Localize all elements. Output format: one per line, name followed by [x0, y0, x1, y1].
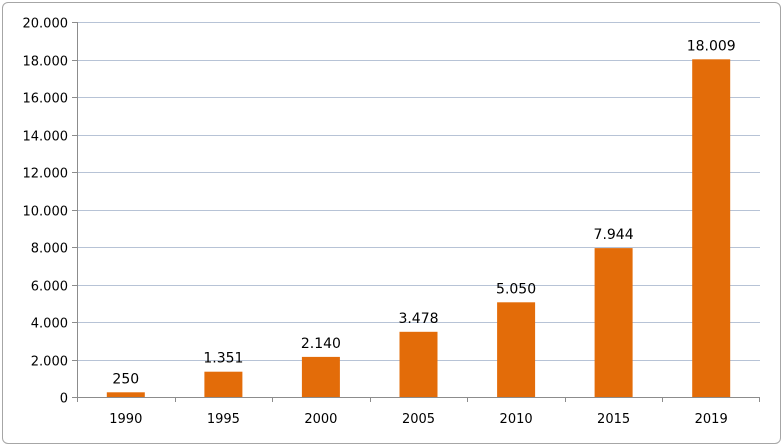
bar — [594, 248, 633, 397]
y-tick-label: 16.000 — [23, 92, 69, 107]
axes — [72, 22, 760, 402]
bar — [399, 331, 438, 397]
y-tick-label: 10.000 — [23, 205, 69, 220]
data-label: 1.351 — [203, 351, 243, 367]
bar — [301, 356, 340, 397]
bar — [692, 59, 731, 398]
y-axis-tick-labels: 0 2.000 4.000 6.000 8.000 10.000 12.000 14.000 1… — [23, 17, 69, 407]
x-tick-label: 2000 — [304, 412, 337, 427]
data-label: 2.140 — [301, 336, 341, 352]
data-label: 5.050 — [496, 281, 536, 297]
gridlines — [77, 22, 760, 361]
data-label: 250 — [112, 371, 139, 387]
y-tick-label: 18.000 — [23, 55, 69, 70]
y-tick-label: 0 — [60, 392, 68, 407]
x-tick-label: 2010 — [500, 412, 533, 427]
y-tick-label: 12.000 — [23, 167, 69, 182]
y-tick-label: 2.000 — [31, 355, 68, 370]
y-tick-label: 14.000 — [23, 130, 69, 145]
data-label: 3.478 — [398, 311, 438, 327]
x-tick-label: 1995 — [207, 412, 240, 427]
data-labels: 250 1.351 2.140 3.478 5.050 7.944 18.009 — [112, 38, 735, 387]
bar — [497, 302, 536, 397]
y-tick-label: 20.000 — [23, 17, 69, 32]
bar — [106, 392, 145, 397]
x-tick-label: 2015 — [597, 412, 630, 427]
bar — [204, 371, 243, 397]
data-label: 18.009 — [687, 38, 736, 54]
data-label: 7.944 — [594, 227, 634, 243]
y-tick-label: 6.000 — [31, 280, 68, 295]
y-tick-label: 4.000 — [31, 317, 68, 332]
x-tick-label: 2019 — [695, 412, 728, 427]
x-tick-label: 1990 — [109, 412, 142, 427]
y-tick-label: 8.000 — [31, 242, 68, 257]
x-axis-tick-labels: 1990 1995 2000 2005 2010 2015 2019 — [109, 412, 727, 427]
x-tick-label: 2005 — [402, 412, 435, 427]
bars — [106, 59, 731, 398]
